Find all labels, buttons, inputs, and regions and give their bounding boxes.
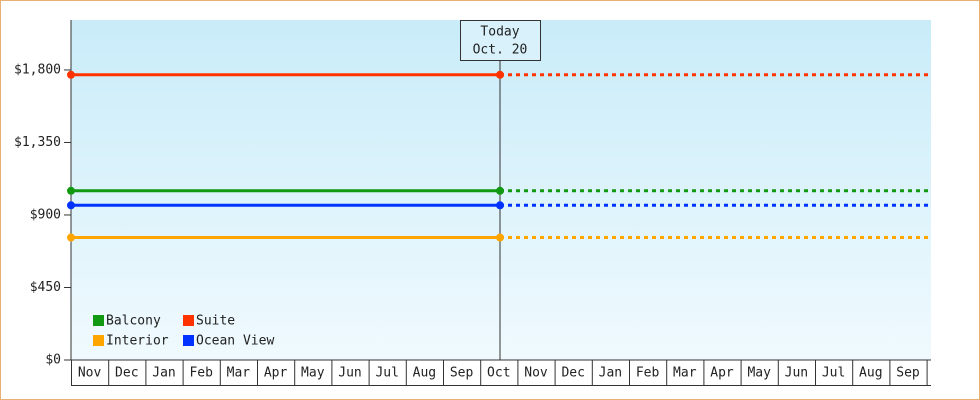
x-tick-label: Dec — [115, 366, 138, 381]
x-tick-label: Jul — [822, 366, 845, 381]
x-tick-label: Feb — [189, 366, 213, 381]
legend-swatch — [183, 335, 194, 346]
series-marker — [496, 201, 504, 210]
x-tick-label: Nov — [78, 366, 102, 381]
legend-label: Suite — [196, 314, 235, 329]
series-marker — [496, 186, 504, 195]
x-tick-label: Nov — [524, 366, 548, 381]
x-tick-label: Apr — [710, 366, 734, 381]
x-tick-label: Aug — [859, 366, 882, 381]
x-tick-label: Mar — [227, 366, 251, 381]
today-title: Today — [480, 25, 519, 40]
x-tick-label: Apr — [264, 366, 288, 381]
x-tick-label: Jun — [785, 366, 808, 381]
y-tick-label: $0 — [45, 353, 61, 368]
series-marker — [67, 201, 75, 210]
series-marker — [496, 70, 504, 79]
x-tick-label: May — [747, 366, 771, 381]
series-marker — [67, 233, 75, 242]
series-marker — [67, 70, 75, 79]
today-date: Oct. 20 — [473, 43, 528, 58]
x-tick-label: Jun — [338, 366, 361, 381]
legend-swatch — [93, 335, 104, 346]
y-tick-label: $1,800 — [14, 62, 61, 77]
x-tick-label: Jul — [375, 366, 398, 381]
legend-label: Ocean View — [196, 334, 274, 349]
legend-swatch — [93, 315, 104, 326]
y-tick-label: $450 — [30, 280, 61, 295]
x-tick-label: Sep — [450, 366, 474, 381]
y-tick-label: $900 — [30, 207, 61, 222]
today-box — [460, 20, 541, 61]
y-tick-label: $1,350 — [14, 135, 61, 150]
x-tick-label: Dec — [561, 366, 584, 381]
x-tick-label: Sep — [896, 366, 920, 381]
x-tick-label: May — [301, 366, 325, 381]
series-marker — [67, 186, 75, 195]
x-tick-label: Jan — [152, 366, 175, 381]
legend-label: Balcony — [106, 314, 161, 329]
legend-label: Interior — [106, 334, 169, 349]
x-tick-label: Mar — [673, 366, 697, 381]
x-tick-label: Aug — [413, 366, 436, 381]
x-tick-label: Jan — [599, 366, 622, 381]
legend-swatch — [183, 315, 194, 326]
x-tick-label: Oct — [487, 366, 510, 381]
series-marker — [496, 233, 504, 242]
x-tick-label: Feb — [636, 366, 660, 381]
